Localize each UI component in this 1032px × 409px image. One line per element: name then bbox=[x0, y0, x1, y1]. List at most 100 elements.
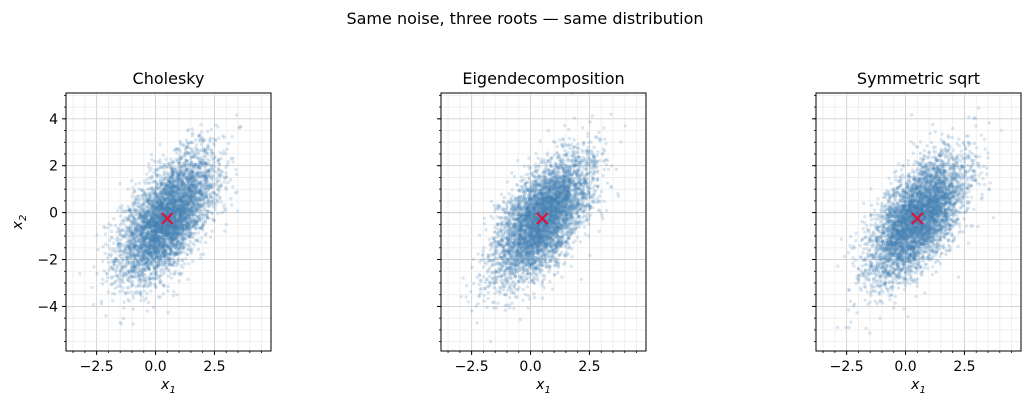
scatter-point bbox=[158, 208, 162, 212]
scatter-point bbox=[153, 266, 157, 271]
scatter-point bbox=[180, 211, 184, 215]
scatter-point bbox=[186, 221, 190, 225]
scatter-point bbox=[166, 245, 170, 249]
scatter-point bbox=[142, 298, 147, 302]
scatter-point bbox=[204, 151, 209, 155]
scatter-point bbox=[110, 260, 114, 264]
scatter-point bbox=[158, 192, 162, 196]
scatter-point bbox=[153, 223, 158, 227]
scatter-point bbox=[151, 305, 156, 309]
scatter-point bbox=[196, 202, 201, 206]
scatter-point bbox=[134, 254, 138, 258]
scatter-point bbox=[113, 257, 118, 261]
scatter-point bbox=[162, 251, 166, 255]
scatter-point bbox=[173, 226, 177, 230]
scatter-point bbox=[159, 231, 163, 235]
scatter-point bbox=[176, 184, 180, 188]
scatter-point bbox=[153, 194, 158, 198]
scatter-point bbox=[208, 182, 212, 186]
scatter-point bbox=[145, 261, 150, 265]
scatter-point bbox=[205, 213, 209, 217]
scatter-point bbox=[184, 257, 188, 261]
scatter-point bbox=[196, 231, 201, 235]
scatter-point bbox=[220, 152, 225, 156]
scatter-point bbox=[169, 271, 173, 276]
scatter-point bbox=[173, 184, 177, 188]
scatter-point bbox=[166, 289, 170, 293]
scatter-point bbox=[168, 225, 172, 229]
scatter-point bbox=[224, 222, 228, 227]
scatter-point bbox=[158, 202, 163, 206]
scatter-point bbox=[180, 177, 185, 181]
scatter-point bbox=[213, 138, 218, 143]
scatter-point bbox=[208, 139, 212, 144]
scatter-point bbox=[184, 202, 189, 206]
scatter-point bbox=[171, 243, 176, 247]
scatter-point bbox=[161, 153, 165, 157]
scatter-point bbox=[101, 245, 105, 249]
scatter-point bbox=[134, 256, 138, 261]
scatter-point bbox=[157, 221, 161, 225]
scatter-point bbox=[185, 129, 190, 133]
scatter-point bbox=[161, 207, 165, 211]
scatter-point bbox=[127, 271, 131, 276]
scatter-point bbox=[174, 207, 178, 211]
scatter-point bbox=[162, 228, 166, 232]
scatter-point bbox=[217, 136, 221, 140]
scatter-point bbox=[217, 187, 221, 192]
scatter-point bbox=[208, 136, 212, 140]
scatter-point bbox=[164, 248, 168, 253]
scatter-point bbox=[199, 122, 203, 127]
scatter-point bbox=[167, 162, 171, 166]
scatter-point bbox=[177, 228, 181, 232]
scatter-point bbox=[194, 146, 198, 150]
scatter-point bbox=[180, 173, 184, 177]
scatter-point bbox=[140, 236, 145, 240]
scatter-point bbox=[158, 260, 163, 265]
scatter-point bbox=[161, 283, 166, 287]
scatter-point bbox=[183, 188, 187, 192]
scatter-point bbox=[135, 198, 139, 202]
scatter-point bbox=[128, 209, 132, 214]
scatter-point bbox=[170, 183, 175, 188]
scatter-point bbox=[179, 233, 184, 238]
scatter-point bbox=[145, 249, 149, 254]
scatter-point bbox=[128, 252, 132, 256]
scatter-point bbox=[185, 159, 189, 163]
scatter-point bbox=[174, 209, 178, 214]
scatter-point bbox=[185, 167, 189, 172]
scatter-point bbox=[117, 290, 122, 294]
scatter-point bbox=[165, 191, 170, 195]
scatter-point bbox=[139, 232, 143, 236]
scatter-point bbox=[197, 148, 201, 153]
scatter-point bbox=[142, 216, 146, 220]
scatter-point bbox=[185, 253, 189, 257]
scatter-point bbox=[169, 249, 174, 254]
scatter-point bbox=[150, 203, 154, 207]
scatter-point bbox=[162, 232, 167, 236]
scatter-point bbox=[166, 190, 171, 194]
scatter-point bbox=[206, 129, 210, 134]
scatter-point bbox=[220, 170, 224, 174]
scatter-point bbox=[129, 232, 133, 236]
scatter-point bbox=[145, 209, 149, 213]
scatter-point bbox=[119, 254, 123, 259]
scatter-point bbox=[150, 233, 154, 237]
scatter-point bbox=[146, 205, 150, 209]
scatter-point bbox=[180, 227, 184, 231]
scatter-point bbox=[151, 212, 156, 216]
scatter-point bbox=[188, 240, 192, 244]
scatter-point bbox=[130, 179, 134, 183]
scatter-point bbox=[144, 260, 149, 264]
scatter-point bbox=[185, 248, 189, 252]
scatter-point bbox=[153, 239, 157, 243]
scatter-point bbox=[170, 232, 174, 236]
scatter-point bbox=[160, 237, 164, 241]
scatter-point bbox=[147, 300, 151, 305]
scatter-point bbox=[120, 289, 125, 293]
scatter-point bbox=[203, 161, 207, 165]
scatter-point bbox=[183, 194, 187, 198]
scatter-point bbox=[137, 244, 142, 248]
scatter-point bbox=[193, 186, 197, 190]
scatter-point bbox=[173, 210, 177, 214]
